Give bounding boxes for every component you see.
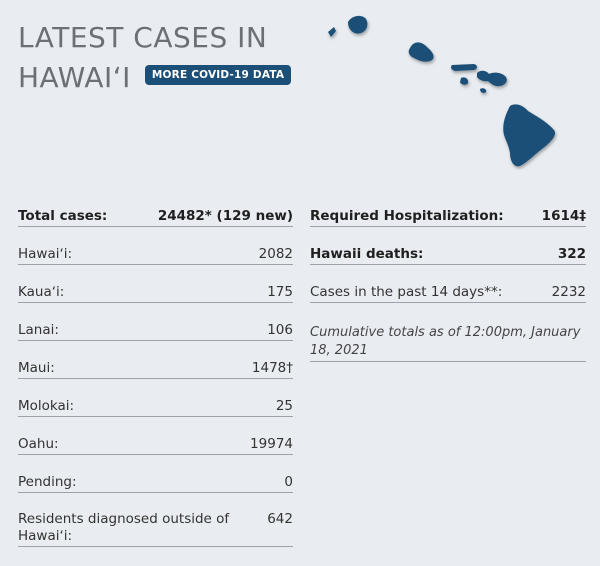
stat-row-hospitalization: Required Hospitalization: 1614‡ [310, 206, 586, 227]
kahoolawe-island [480, 88, 487, 93]
stat-value: 24482* (129 new) [157, 208, 293, 224]
title-line-1: LATEST CASES IN [18, 21, 268, 54]
stat-row-maui: Maui: 1478† [18, 358, 293, 379]
kauai-island [348, 15, 368, 34]
stat-value: 106 [267, 322, 293, 338]
stat-value: 19974 [250, 436, 293, 452]
stat-label: Residents diagnosed outside of Hawaiʻi: [18, 511, 230, 544]
stat-label: Lanai: [18, 322, 59, 338]
maui-island [477, 70, 507, 87]
molokai-island [451, 64, 477, 71]
stat-row-total-cases: Total cases: 24482* (129 new) [18, 206, 293, 227]
stat-value: 2082 [258, 246, 293, 262]
stat-label: Pending: [18, 474, 77, 490]
stat-label: Required Hospitalization: [310, 208, 504, 224]
stat-value: 1478† [251, 360, 293, 376]
stat-row-past-14-days: Cases in the past 14 days**: 2232 [310, 282, 586, 303]
stat-value: 25 [275, 398, 293, 414]
stat-row-molokai: Molokai: 25 [18, 396, 293, 417]
more-covid-data-button[interactable]: MORE COVID-19 DATA [144, 65, 292, 85]
lanai-island [460, 77, 469, 85]
niihau-island [328, 27, 336, 37]
stat-value: 1614‡ [541, 208, 586, 224]
stat-row-kauai: Kauaʻi: 175 [18, 282, 293, 303]
stat-row-lanai: Lanai: 106 [18, 320, 293, 341]
cumulative-note: Cumulative totals as of 12:00pm, January… [310, 324, 586, 362]
stat-row-oahu: Oahu: 19974 [18, 434, 293, 455]
oahu-island [408, 42, 434, 62]
stat-label: Oahu: [18, 436, 59, 452]
stat-label: Maui: [18, 360, 55, 376]
stat-value: 175 [267, 284, 293, 300]
big-island [503, 104, 556, 167]
right-stats-column: Required Hospitalization: 1614‡ Hawaii d… [310, 206, 586, 362]
stat-value: 0 [284, 474, 293, 490]
stat-row-outside-hawaii: Residents diagnosed outside of Hawaiʻi: … [18, 509, 293, 547]
stat-label: Hawaiʻi: [18, 246, 73, 262]
stat-row-pending: Pending: 0 [18, 472, 293, 493]
stat-row-hawaii: Hawaiʻi: 2082 [18, 244, 293, 265]
stat-label: Kauaʻi: [18, 284, 65, 300]
title-line-2: HAWAIʻI [18, 61, 131, 94]
left-stats-column: Total cases: 24482* (129 new) Hawaiʻi: 2… [18, 206, 293, 547]
stat-value: 322 [557, 246, 586, 262]
stat-row-deaths: Hawaii deaths: 322 [310, 244, 586, 265]
hawaii-map-icon [328, 15, 556, 167]
stat-value: 2232 [551, 284, 586, 300]
stat-label: Molokai: [18, 398, 75, 414]
stat-value: 642 [267, 511, 293, 527]
stat-label: Total cases: [18, 208, 108, 224]
page-title: LATEST CASES IN HAWAIʻI MORE COVID-19 DA… [18, 18, 292, 98]
stat-label: Cases in the past 14 days**: [310, 284, 503, 300]
stat-label: Hawaii deaths: [310, 246, 424, 262]
